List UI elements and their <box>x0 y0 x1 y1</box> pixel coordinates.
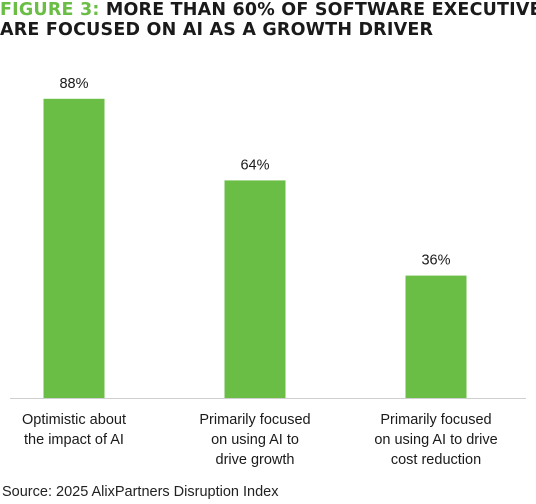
category-label-2-line-3: drive growth <box>216 452 295 468</box>
title-text-2: ARE FOCUSED ON AI AS A GROWTH DRIVER <box>0 20 434 40</box>
category-label-1-line-2: the impact of AI <box>24 432 124 448</box>
chart-title: FIGURE 3: MORE THAN 60% OF SOFTWARE EXEC… <box>0 0 536 40</box>
data-label-3: 36% <box>421 253 450 269</box>
bar-1 <box>43 98 105 399</box>
category-label-3-line-3: cost reduction <box>391 452 481 468</box>
title-line-1: FIGURE 3: MORE THAN 60% OF SOFTWARE EXEC… <box>0 0 536 20</box>
title-text-1: MORE THAN 60% OF SOFTWARE EXECUTIVES <box>105 0 536 20</box>
figure-label: FIGURE 3: <box>0 0 100 20</box>
title-line-2: ARE FOCUSED ON AI AS A GROWTH DRIVER <box>0 20 536 40</box>
bar-2 <box>224 180 286 398</box>
bar-3 <box>405 275 467 398</box>
category-label-2-line-2: on using AI to <box>211 432 299 448</box>
category-label-1-line-1: Optimistic about <box>22 412 126 428</box>
data-label-1: 88% <box>59 76 88 92</box>
source-note: Source: 2025 AlixPartners Disruption Ind… <box>2 484 279 500</box>
category-label-2-line-1: Primarily focused <box>199 412 310 428</box>
category-label-3-line-2: on using AI to drive <box>374 432 497 448</box>
data-label-2: 64% <box>240 157 269 173</box>
category-label-3-line-1: Primarily focused <box>380 412 491 428</box>
